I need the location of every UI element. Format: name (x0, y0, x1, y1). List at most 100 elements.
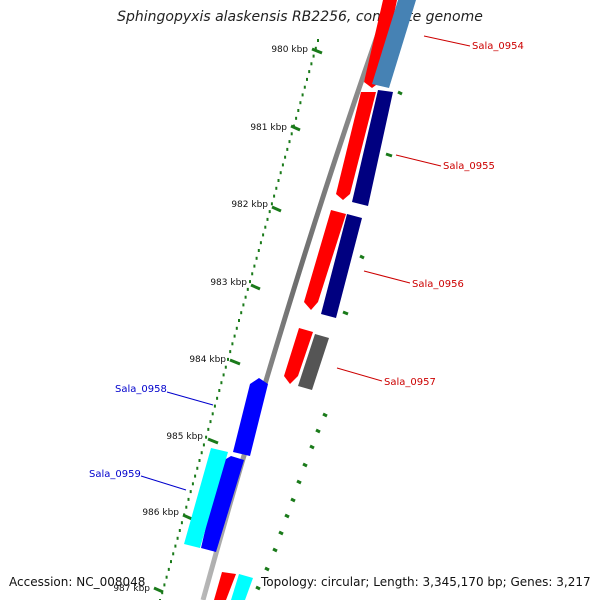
gene-sala-0955[interactable] (336, 92, 376, 200)
minor-tick (262, 233, 265, 237)
major-tick (311, 47, 323, 55)
major-tick-track: 980 kbp 981 kbp 982 kbp 983 kbp 984 kbp … (113, 45, 323, 594)
minor-tick (216, 396, 219, 400)
major-tick (207, 437, 219, 445)
feature-navy-1[interactable] (352, 90, 393, 206)
minor-tick (165, 575, 168, 579)
minor-tick (189, 490, 192, 494)
major-tick (182, 513, 193, 521)
tick-label: 981 kbp (250, 123, 287, 133)
minor-tick (167, 567, 170, 571)
minor-tick (180, 521, 183, 525)
major-tick (290, 124, 301, 132)
minor-tick (306, 77, 308, 81)
feature-cyan[interactable] (184, 448, 228, 548)
feature-navy-2[interactable] (321, 214, 362, 318)
minor-tick (244, 295, 247, 299)
minor-tick (238, 319, 240, 322)
minor-tick (312, 54, 315, 58)
feature-cyan-next[interactable] (231, 574, 253, 600)
minor-tick (317, 39, 319, 42)
minor-tick (200, 451, 203, 455)
minor-tick (209, 420, 212, 424)
minor-tick (185, 505, 188, 509)
minor-tick (174, 544, 177, 548)
minor-tick (231, 342, 234, 346)
gene-next-forward[interactable] (214, 572, 236, 600)
minor-tick (259, 241, 262, 245)
gene-sala-0958[interactable] (233, 378, 268, 456)
minor-tick (187, 497, 190, 501)
minor-tick (176, 536, 179, 540)
gene-label[interactable]: Sala_0955 (443, 161, 495, 172)
topology-text: Topology: circular; Length: 3,345,170 bp… (261, 575, 591, 589)
minor-tick (213, 404, 216, 408)
minor-tick (314, 46, 317, 50)
minor-tick (191, 482, 194, 486)
tick-label: 983 kbp (210, 278, 247, 288)
minor-tick (310, 62, 313, 66)
genome-backbone (200, 0, 393, 600)
minor-tick (264, 225, 267, 229)
label-leaders (140, 35, 471, 491)
minor-tick (249, 280, 251, 284)
minor-tick (257, 249, 260, 252)
minor-tick (308, 70, 311, 74)
minor-tick (170, 560, 172, 564)
gene-sala-0956[interactable] (304, 210, 346, 310)
minor-tick-track (159, 39, 319, 600)
minor-tick (178, 529, 181, 532)
major-tick (250, 283, 261, 291)
minor-tick (220, 381, 223, 385)
tick-label: 985 kbp (166, 432, 203, 442)
feature-gray[interactable] (298, 334, 329, 390)
gene-label[interactable]: Sala_0954 (472, 41, 524, 52)
minor-tick (207, 427, 210, 431)
minor-tick (196, 466, 199, 470)
minor-tick (277, 179, 280, 182)
minor-tick (275, 186, 278, 190)
minor-tick (297, 109, 300, 112)
minor-tick (211, 412, 214, 416)
minor-tick (235, 326, 238, 330)
minor-tick (266, 217, 269, 221)
feature-steelblue[interactable] (372, 0, 416, 88)
minor-tick (202, 443, 205, 447)
minor-tick (255, 256, 258, 260)
major-tick (153, 586, 164, 594)
feature-track (231, 0, 416, 600)
gene-label[interactable]: Sala_0959 (89, 469, 141, 480)
minor-tick (246, 287, 249, 291)
gene-label[interactable]: Sala_0956 (412, 279, 464, 290)
gene-label[interactable]: Sala_0958 (115, 384, 167, 395)
minor-tick (303, 85, 306, 89)
major-tick (229, 358, 241, 366)
minor-tick (227, 357, 229, 361)
minor-tick (194, 474, 197, 478)
minor-tick (279, 171, 282, 175)
tick-label: 986 kbp (142, 508, 179, 518)
minor-tick (268, 210, 271, 214)
minor-tick (240, 311, 243, 315)
minor-tick (295, 116, 298, 120)
minor-tick (270, 202, 273, 206)
reverse-strand-track (184, 378, 268, 552)
minor-tick (299, 101, 302, 105)
minor-tick (273, 194, 276, 198)
gene-sala-0954[interactable] (364, 0, 397, 88)
minor-tick (163, 583, 166, 587)
minor-tick (251, 272, 254, 276)
minor-tick (290, 132, 293, 136)
minor-tick (205, 435, 208, 439)
minor-tick (198, 459, 201, 462)
gene-sala-0957[interactable] (284, 328, 313, 384)
forward-strand-track (214, 0, 397, 600)
minor-tick (172, 552, 175, 556)
minor-tick (301, 93, 304, 97)
gene-sala-0959[interactable] (201, 456, 244, 552)
tick-label: 987 kbp (113, 584, 150, 594)
gene-label[interactable]: Sala_0957 (384, 377, 436, 388)
minor-tick (286, 147, 289, 151)
